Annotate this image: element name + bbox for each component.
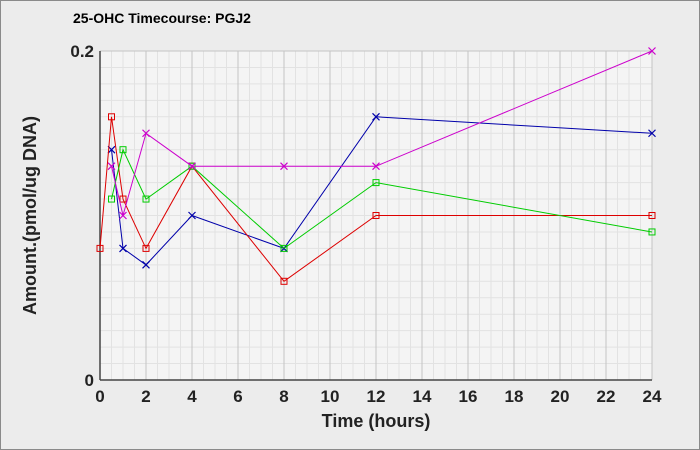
data-point (648, 212, 656, 219)
x-axis-title: Time (hours) (322, 411, 431, 431)
data-point (280, 277, 288, 285)
x-tick-label: 22 (597, 387, 616, 406)
x-tick-label: 12 (367, 387, 386, 406)
x-tick-label: 10 (321, 387, 340, 406)
x-tick-label: 6 (233, 387, 242, 406)
chart-title: 25-OHC Timecourse: PGJ2 (73, 10, 251, 26)
x-tick-label: 2 (141, 387, 150, 406)
x-tick-label: 0 (95, 387, 104, 406)
data-point (372, 162, 380, 171)
series-line (99, 116, 652, 282)
data-point (119, 211, 127, 220)
data-point (119, 146, 127, 154)
data-point (372, 212, 380, 219)
data-point (372, 112, 380, 121)
data-point (108, 195, 115, 203)
data-point (648, 228, 656, 236)
data-point (142, 129, 150, 138)
x-tick-label: 18 (505, 387, 524, 406)
data-point (142, 260, 150, 269)
y-axis-title: Amount.(pmol/ug DNA) (20, 116, 40, 315)
data-point (96, 244, 104, 252)
data-point (188, 211, 196, 220)
data-point (648, 129, 656, 138)
data-point (188, 162, 196, 171)
series-4 (107, 47, 656, 220)
x-tick-label: 20 (551, 387, 570, 406)
data-point (142, 244, 150, 252)
y-tick-label: 0 (85, 371, 94, 390)
x-tick-label: 4 (187, 387, 197, 406)
x-tick-label: 24 (643, 387, 662, 406)
data-point (107, 162, 116, 171)
data-point (372, 179, 380, 187)
data-point (108, 113, 115, 121)
data-point (119, 195, 127, 203)
data-point (142, 195, 150, 203)
x-tick-label: 8 (279, 387, 288, 406)
data-point (648, 47, 656, 55)
x-tick-label: 14 (413, 387, 432, 406)
data-point (119, 244, 127, 253)
y-tick-label: 0.2 (70, 42, 94, 61)
x-tick-label: 16 (459, 387, 478, 406)
data-point (280, 244, 288, 252)
data-point (280, 162, 288, 171)
